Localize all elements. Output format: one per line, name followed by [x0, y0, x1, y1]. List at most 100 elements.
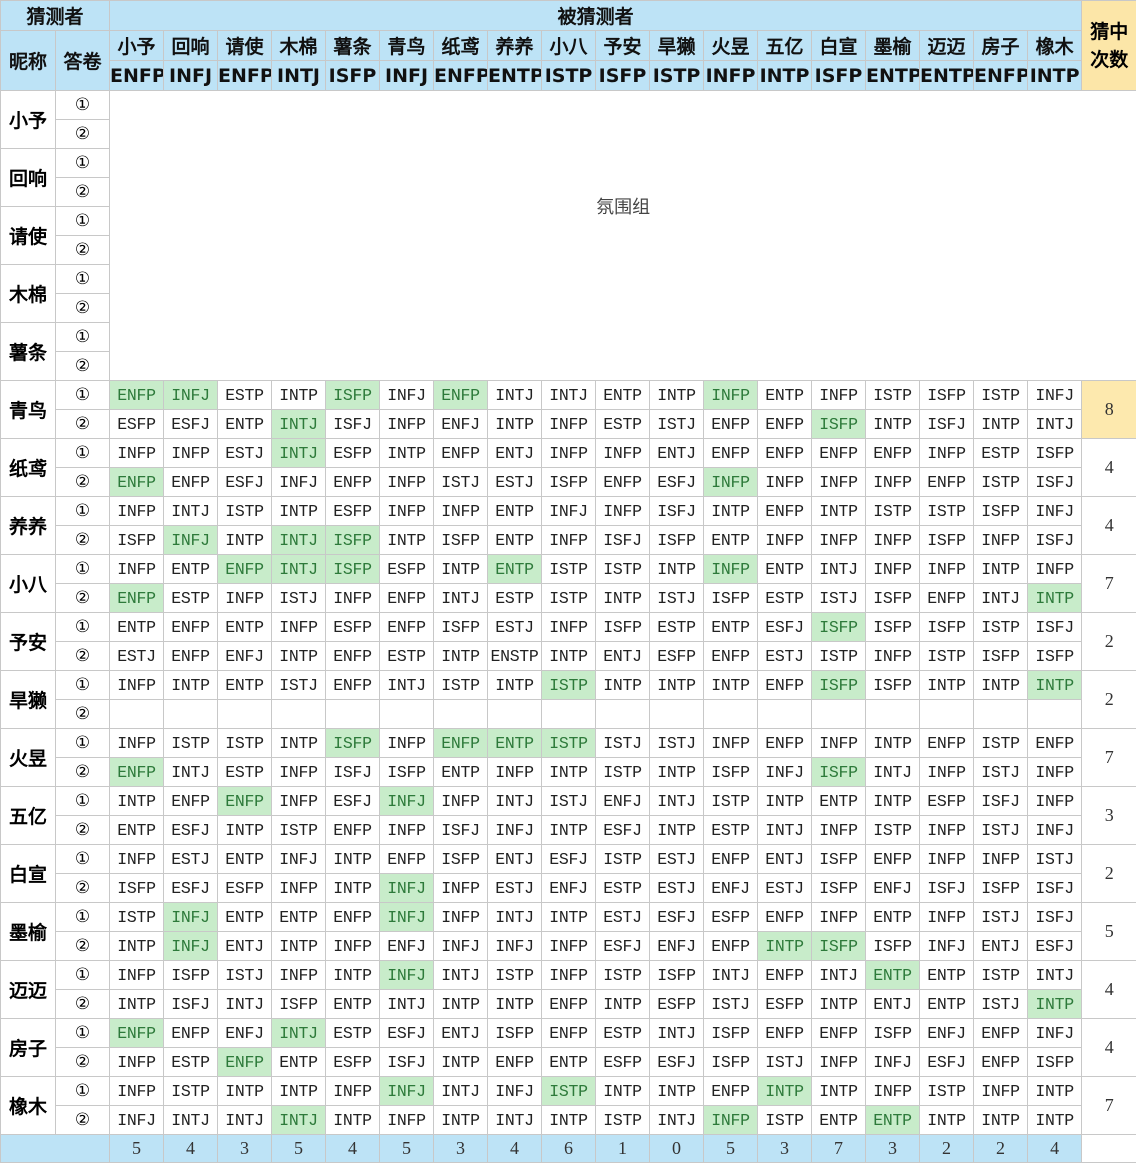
guesser-name: 五亿 — [1, 787, 56, 845]
guess-cell: ISFP — [866, 584, 920, 613]
guess-cell: ISFP — [704, 584, 758, 613]
guess-cell: ENFP — [380, 584, 434, 613]
guess-cell: ISTP — [920, 497, 974, 526]
guess-cell-correct: ISTP — [542, 729, 596, 758]
guess-cell: INTP — [596, 990, 650, 1019]
guess-cell-correct: ISFP — [812, 758, 866, 787]
guess-cell: ESFP — [326, 497, 380, 526]
answer-number: ① — [56, 207, 110, 236]
guess-cell — [272, 700, 326, 729]
column-name-header: 纸鸢 — [434, 31, 488, 61]
guess-cell-correct: INTJ — [272, 439, 326, 468]
guess-cell — [380, 700, 434, 729]
guess-cell-correct: ISFP — [326, 526, 380, 555]
guess-cell: ISFJ — [1028, 468, 1082, 497]
guess-cell: ENFJ — [596, 787, 650, 816]
guess-cell-correct: INFP — [704, 555, 758, 584]
guess-cell: INFP — [110, 845, 164, 874]
guess-cell: INFJ — [1028, 1019, 1082, 1048]
guess-cell: ENSTP — [488, 642, 542, 671]
guess-cell: ESFJ — [650, 903, 704, 932]
guess-cell: ESTJ — [488, 874, 542, 903]
guess-cell: INFJ — [920, 932, 974, 961]
guess-cell: ENFP — [758, 1019, 812, 1048]
guess-cell: ENTP — [812, 787, 866, 816]
guess-cell: ISTP — [596, 758, 650, 787]
column-total: 0 — [650, 1135, 704, 1163]
column-type-header: ISFP — [596, 61, 650, 91]
guess-cell: ENTP — [110, 816, 164, 845]
guess-cell: ENTP — [758, 381, 812, 410]
guess-cell: INTP — [1028, 1106, 1082, 1135]
guess-cell: ISFP — [704, 758, 758, 787]
guess-cell: INTJ — [812, 555, 866, 584]
guess-cell: ISTP — [866, 497, 920, 526]
column-name-header: 木棉 — [272, 31, 326, 61]
guess-cell: INTJ — [704, 961, 758, 990]
guess-cell: ISFJ — [920, 874, 974, 903]
guess-cell: INTP — [326, 874, 380, 903]
guess-cell: INFP — [380, 816, 434, 845]
guess-cell: ENFP — [1028, 729, 1082, 758]
guess-cell: INFP — [812, 816, 866, 845]
guess-cell: ENFP — [704, 642, 758, 671]
guess-cell: ISTP — [596, 845, 650, 874]
guess-cell: ENFP — [326, 671, 380, 700]
guess-cell: INTP — [218, 816, 272, 845]
guess-cell: INFP — [380, 1106, 434, 1135]
guess-cell: ESTJ — [488, 468, 542, 497]
guess-cell — [650, 700, 704, 729]
guess-cell: ENFJ — [866, 874, 920, 903]
guesser-name: 白宣 — [1, 845, 56, 903]
guess-cell: INFP — [272, 787, 326, 816]
guess-cell: INFP — [866, 555, 920, 584]
guess-cell: ISFP — [974, 642, 1028, 671]
guess-cell: ESFJ — [164, 816, 218, 845]
column-name-header: 橡木 — [1028, 31, 1082, 61]
guess-cell: INTP — [650, 1077, 704, 1106]
guess-cell: ENTP — [218, 903, 272, 932]
hit-count: 4 — [1082, 497, 1136, 555]
guess-cell-correct: ENFP — [110, 468, 164, 497]
column-name-header: 白宣 — [812, 31, 866, 61]
column-total: 5 — [380, 1135, 434, 1163]
guess-cell: INTP — [272, 729, 326, 758]
guess-cell: INFJ — [380, 381, 434, 410]
guess-cell: INTJ — [164, 1106, 218, 1135]
guess-cell: ISTP — [164, 1077, 218, 1106]
guess-cell: ESFJ — [650, 1048, 704, 1077]
guess-cell — [920, 700, 974, 729]
guess-cell: INFP — [110, 1077, 164, 1106]
guess-cell: ISFP — [920, 613, 974, 642]
guess-cell: ESTP — [974, 439, 1028, 468]
guess-cell: INFP — [326, 932, 380, 961]
hit-count: 2 — [1082, 613, 1136, 671]
guess-cell: ESTP — [326, 1019, 380, 1048]
column-name-header: 薯条 — [326, 31, 380, 61]
guess-cell: INFP — [920, 555, 974, 584]
answer-number: ② — [56, 1106, 110, 1135]
guess-cell: INTJ — [758, 816, 812, 845]
column-total: 6 — [542, 1135, 596, 1163]
column-type-header: ENTP — [920, 61, 974, 91]
guess-cell: ESFJ — [380, 1019, 434, 1048]
guess-cell: ISTP — [974, 613, 1028, 642]
guess-cell-correct: INFJ — [380, 1077, 434, 1106]
guesser-name: 予安 — [1, 613, 56, 671]
answer-number: ② — [56, 990, 110, 1019]
hit-count: 2 — [1082, 671, 1136, 729]
guess-cell: ENFP — [326, 816, 380, 845]
guess-cell: INTP — [110, 787, 164, 816]
guess-cell — [164, 700, 218, 729]
guess-cell — [542, 700, 596, 729]
answer-number: ① — [56, 729, 110, 758]
guess-cell: ENTP — [758, 555, 812, 584]
column-type-header: ENFP — [434, 61, 488, 91]
